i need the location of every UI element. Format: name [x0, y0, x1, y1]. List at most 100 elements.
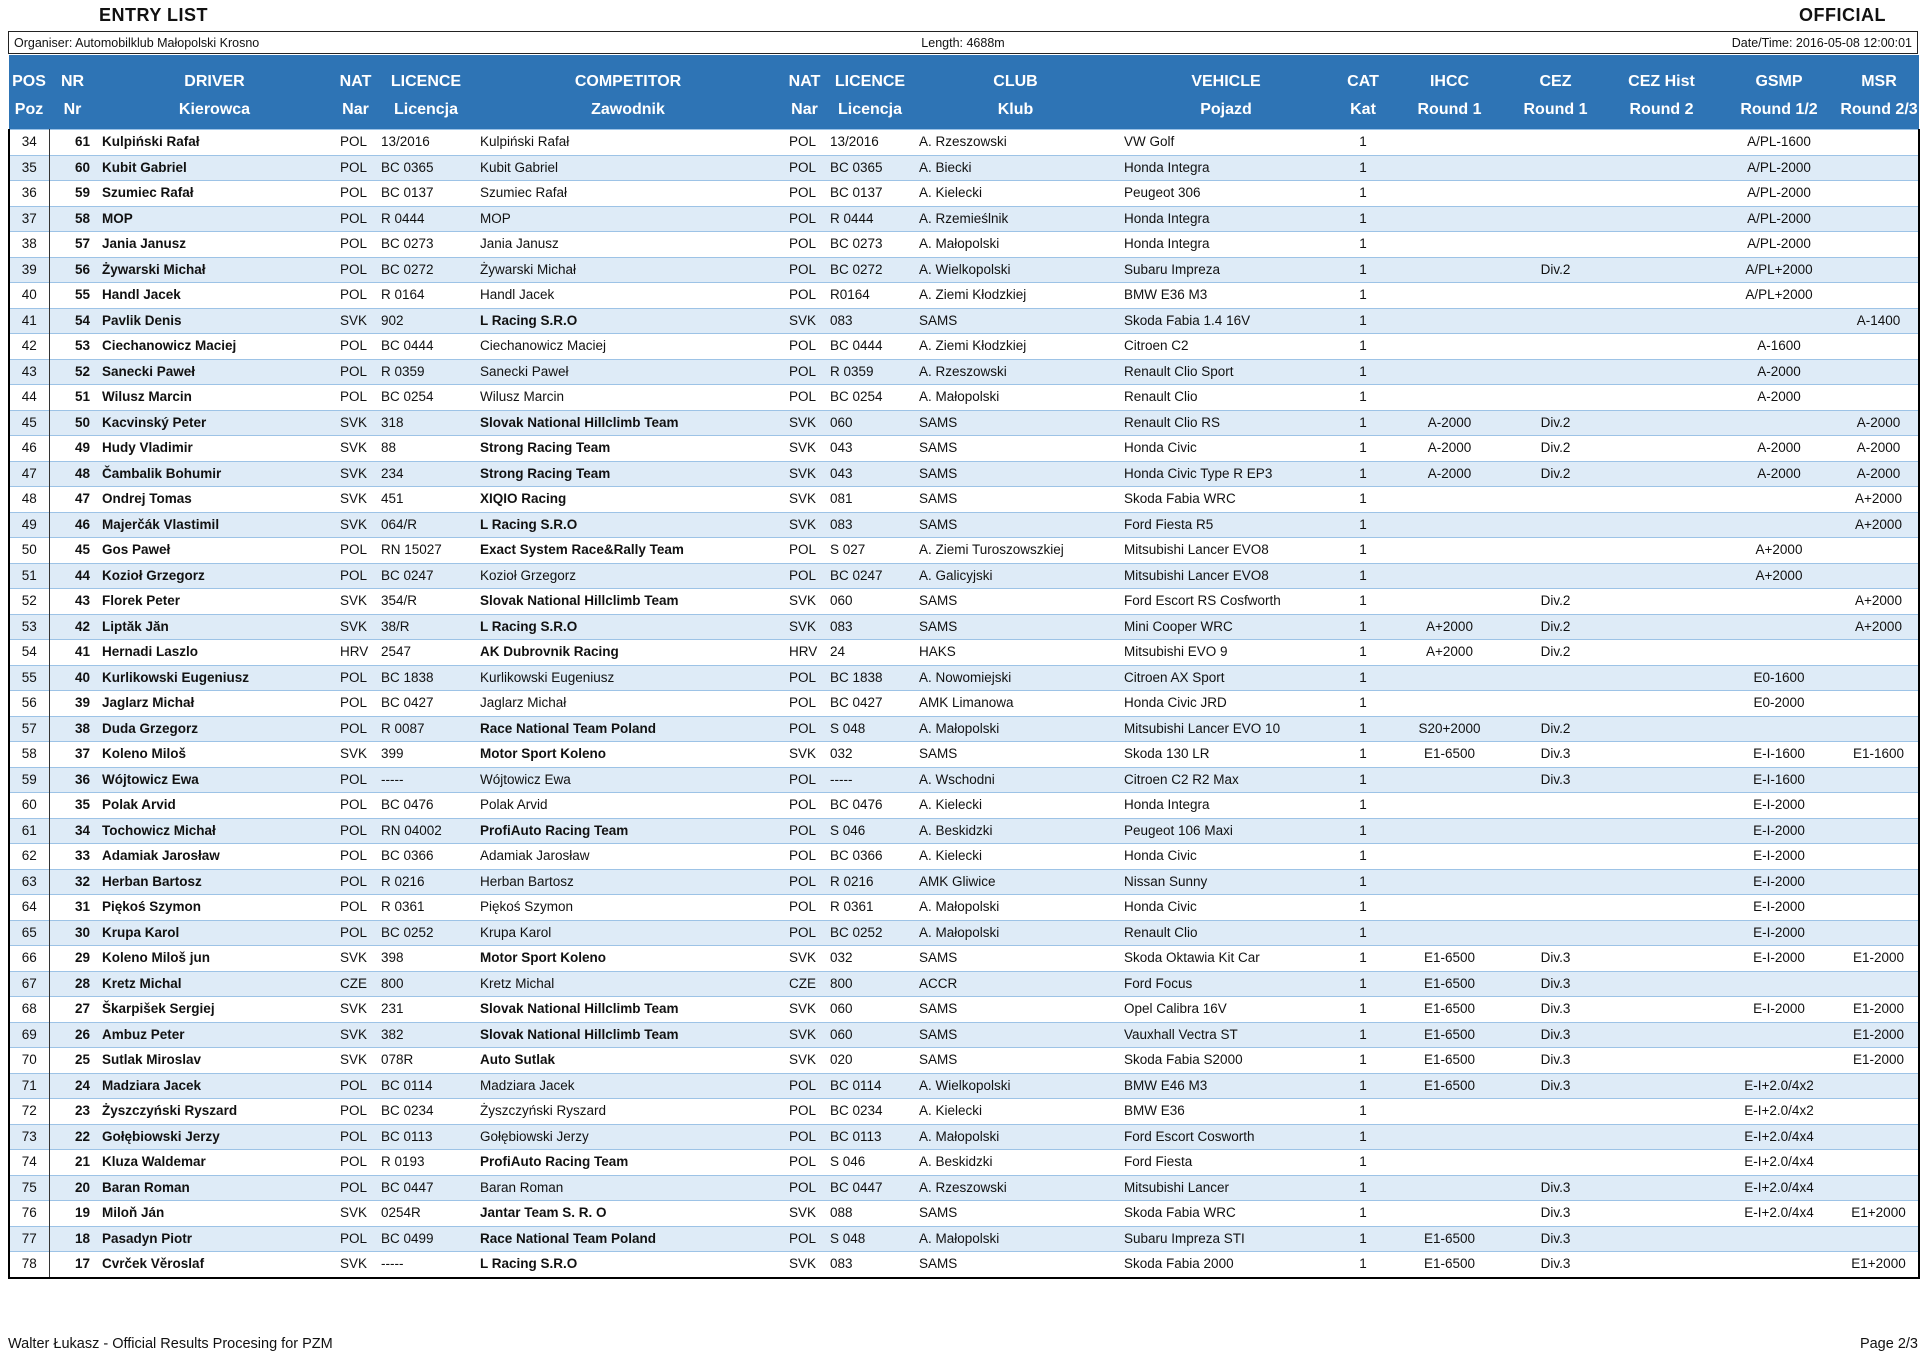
cell-gsmp-class: E-I-2000: [1719, 894, 1839, 920]
cell-ihcc-class: [1392, 129, 1507, 155]
cell-ihcc-class: [1392, 511, 1507, 538]
cell-driver-licence: 318: [378, 409, 474, 436]
cell-start-number: 28: [49, 970, 96, 997]
table-row: 57 38 Duda Grzegorz POL R 0087 Race Nati…: [8, 715, 1920, 742]
cell-cez-division: [1507, 205, 1604, 232]
cell-cez-division: [1507, 868, 1604, 895]
cell-driver-licence: R 0087: [378, 715, 474, 742]
cell-msr-class: A+2000: [1839, 588, 1920, 614]
cell-driver-licence: BC 0113: [378, 1123, 474, 1150]
cell-vehicle: Skoda 130 LR: [1118, 741, 1334, 767]
cell-club: SAMS: [913, 945, 1118, 971]
cell-category: 1: [1334, 1123, 1392, 1150]
cell-driver-nationality: SVK: [333, 486, 378, 512]
cell-driver-licence: R 0359: [378, 358, 474, 385]
cell-ihcc-class: [1392, 690, 1507, 716]
cell-competitor-nationality: POL: [782, 154, 827, 181]
cell-position: 77: [8, 1225, 50, 1252]
cell-cez-division: Div.3: [1507, 1174, 1604, 1201]
cell-competitor-licence: S 046: [827, 1149, 913, 1175]
table-row: 71 24 Madziara Jacek POL BC 0114 Madziar…: [8, 1072, 1920, 1099]
cell-vehicle: Skoda Oktawia Kit Car: [1118, 945, 1334, 971]
cell-vehicle: Subaru Impreza: [1118, 256, 1334, 283]
cell-ihcc-class: E1-6500: [1392, 1072, 1507, 1099]
cell-driver-name: Čambalik Bohumir: [96, 460, 333, 487]
cell-driver-licence: BC 0499: [378, 1225, 474, 1252]
cell-cez-division: Div.2: [1507, 409, 1604, 436]
cell-category: 1: [1334, 792, 1392, 818]
cell-competitor-licence: BC 0427: [827, 690, 913, 716]
cell-competitor-nationality: SVK: [782, 1021, 827, 1048]
cell-competitor-licence: 083: [827, 613, 913, 640]
cell-cez-hist: [1604, 868, 1719, 895]
cell-competitor-nationality: POL: [782, 1072, 827, 1099]
cell-cez-hist: [1604, 486, 1719, 512]
cell-driver-name: Kubit Gabriel: [96, 154, 333, 181]
cell-start-number: 21: [49, 1149, 96, 1175]
cell-competitor-licence: R 0216: [827, 868, 913, 895]
cell-driver-name: Pavlik Denis: [96, 307, 333, 334]
cell-start-number: 44: [49, 562, 96, 589]
table-row: 46 49 Hudy Vladimir SVK 88 Strong Racing…: [8, 435, 1920, 461]
table-row: 44 51 Wilusz Marcin POL BC 0254 Wilusz M…: [8, 384, 1920, 410]
cell-club: A. Ziemi Kłodzkiej: [913, 282, 1118, 308]
cell-competitor-nationality: SVK: [782, 945, 827, 971]
cell-position: 65: [8, 919, 50, 946]
cell-competitor-licence: 060: [827, 996, 913, 1022]
cell-msr-class: [1839, 256, 1920, 283]
cell-msr-class: [1839, 180, 1920, 206]
cell-gsmp-class: A/PL+2000: [1719, 282, 1839, 308]
cell-cez-hist: [1604, 1200, 1719, 1226]
cell-category: 1: [1334, 180, 1392, 206]
cell-driver-nationality: SVK: [333, 307, 378, 334]
cell-start-number: 24: [49, 1072, 96, 1099]
cell-club: A. Małopolski: [913, 384, 1118, 410]
table-row: 77 18 Pasadyn Piotr POL BC 0499 Race Nat…: [8, 1225, 1920, 1252]
cell-start-number: 42: [49, 613, 96, 640]
cell-driver-licence: R 0193: [378, 1149, 474, 1175]
cell-msr-class: E1+2000: [1839, 1251, 1920, 1278]
cell-competitor-licence: R 0444: [827, 205, 913, 232]
cell-vehicle: BMW E46 M3: [1118, 1072, 1334, 1099]
cell-start-number: 22: [49, 1123, 96, 1150]
cell-competitor-name: Żyszczyński Ryszard: [474, 1098, 782, 1124]
cell-position: 41: [8, 307, 50, 334]
cell-competitor-licence: S 048: [827, 1225, 913, 1252]
cell-driver-name: Gos Paweł: [96, 537, 333, 563]
cell-competitor-name: Kretz Michal: [474, 970, 782, 997]
datetime-label: Date/Time: 2016-05-08 12:00:01: [1731, 35, 1912, 50]
table-row: 55 40 Kurlikowski Eugeniusz POL BC 1838 …: [8, 664, 1920, 691]
cell-competitor-nationality: POL: [782, 894, 827, 920]
cell-gsmp-class: E-I-1600: [1719, 741, 1839, 767]
cell-driver-name: Duda Grzegorz: [96, 715, 333, 742]
table-header-row-en: POS NR DRIVER NAT LICENCE COMPETITOR NAT…: [9, 55, 1919, 94]
cell-start-number: 56: [49, 256, 96, 283]
table-row: 67 28 Kretz Michal CZE 800 Kretz Michal …: [8, 970, 1920, 997]
cell-club: A. Małopolski: [913, 1225, 1118, 1252]
cell-ihcc-class: A-2000: [1392, 409, 1507, 436]
cell-ihcc-class: E1-6500: [1392, 1225, 1507, 1252]
cell-club: SAMS: [913, 588, 1118, 614]
cell-driver-nationality: POL: [333, 1098, 378, 1124]
cell-driver-licence: BC 0234: [378, 1098, 474, 1124]
cell-competitor-nationality: POL: [782, 1123, 827, 1150]
cell-driver-name: Ciechanowicz Maciej: [96, 333, 333, 359]
cell-category: 1: [1334, 307, 1392, 334]
cell-cez-hist: [1604, 384, 1719, 410]
cell-gsmp-class: A/PL-1600: [1719, 129, 1839, 155]
cell-msr-class: [1839, 129, 1920, 155]
cell-driver-nationality: POL: [333, 358, 378, 385]
cell-club: SAMS: [913, 1251, 1118, 1278]
cell-competitor-nationality: POL: [782, 868, 827, 895]
cell-msr-class: A-2000: [1839, 409, 1920, 436]
cell-competitor-licence: 081: [827, 486, 913, 512]
cell-driver-name: Kacvinský Peter: [96, 409, 333, 436]
cell-start-number: 59: [49, 180, 96, 206]
cell-ihcc-class: [1392, 333, 1507, 359]
cell-category: 1: [1334, 282, 1392, 308]
cell-competitor-licence: BC 0252: [827, 919, 913, 946]
cell-vehicle: Honda Integra: [1118, 154, 1334, 181]
cell-driver-licence: -----: [378, 766, 474, 793]
cell-msr-class: [1839, 384, 1920, 410]
cell-driver-nationality: SVK: [333, 996, 378, 1022]
